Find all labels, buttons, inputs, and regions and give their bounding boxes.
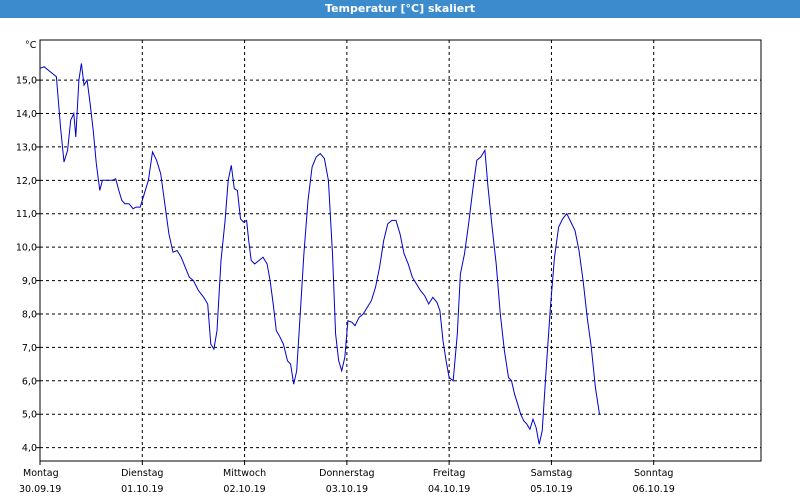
- plot-frame: [39, 39, 762, 462]
- x-tick-day-label: Mittwoch: [223, 468, 266, 479]
- x-tick-day-label: Samstag: [531, 468, 573, 479]
- y-tick-label: 6,0: [22, 376, 37, 387]
- x-tick-day-label: Dienstag: [121, 468, 163, 479]
- chart-area: 4,0 5,0 6,0 7,0 8,0 9,0 10,0 11,0 12,0 13,0 14,0 15…: [0, 18, 800, 500]
- y-tick-label: 11,0: [16, 209, 37, 220]
- x-tick-date-label: 02.10.19: [223, 484, 265, 495]
- grid-lines: [40, 40, 761, 461]
- x-tick-day-label: Freitag: [433, 468, 466, 479]
- y-axis-unit-label: °C: [25, 40, 37, 51]
- x-axis-ticks: Montag 30.09.19 Dienstag 01.10.19 Mittwoch 02…: [19, 461, 675, 495]
- y-tick-label: 7,0: [22, 343, 37, 354]
- x-tick-date-label: 03.10.19: [326, 484, 368, 495]
- x-tick-day-label: Montag: [23, 468, 59, 479]
- y-tick-label: 15,0: [16, 76, 37, 87]
- y-tick-label: 5,0: [22, 410, 37, 421]
- chart-title: Temperatur [°C] skaliert: [0, 0, 800, 18]
- x-tick-date-label: 05.10.19: [530, 484, 572, 495]
- y-tick-label: 14,0: [16, 109, 37, 120]
- y-tick-label: 8,0: [22, 309, 37, 320]
- y-axis-ticks: 4,0 5,0 6,0 7,0 8,0 9,0 10,0 11,0 12,0 13,0 14,0 15…: [16, 76, 40, 454]
- temperature-chart: 4,0 5,0 6,0 7,0 8,0 9,0 10,0 11,0 12,0 13,0 14,0 15…: [16, 39, 762, 495]
- temperature-series-line: [39, 63, 600, 445]
- y-tick-label: 10,0: [16, 243, 37, 254]
- x-tick-date-label: 01.10.19: [121, 484, 163, 495]
- y-tick-label: 9,0: [22, 276, 37, 287]
- y-tick-label: 4,0: [22, 443, 37, 454]
- x-tick-day-label: Sonntag: [634, 468, 673, 479]
- x-tick-date-label: 04.10.19: [428, 484, 470, 495]
- x-tick-date-label: 06.10.19: [633, 484, 675, 495]
- x-tick-day-label: Donnerstag: [319, 468, 374, 479]
- y-tick-label: 12,0: [16, 176, 37, 187]
- x-tick-date-label: 30.09.19: [19, 484, 61, 495]
- y-tick-label: 13,0: [16, 142, 37, 153]
